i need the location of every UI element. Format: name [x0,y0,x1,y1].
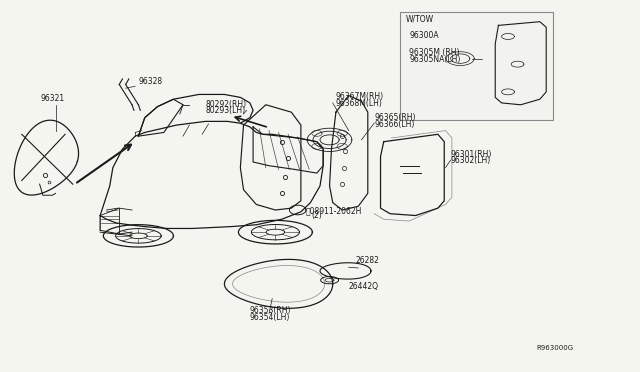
Text: 96300A: 96300A [409,31,439,40]
Text: 96367M(RH): 96367M(RH) [336,92,384,101]
Text: 96301(RH): 96301(RH) [451,150,492,159]
Text: 96305M (RH): 96305M (RH) [409,48,460,57]
Text: 96305NA(LH): 96305NA(LH) [409,55,461,64]
Text: 96368M(LH): 96368M(LH) [336,99,383,108]
Text: 96353(RH): 96353(RH) [250,307,291,315]
Text: 96354(LH): 96354(LH) [250,312,291,322]
Bar [399,13,552,119]
Text: 96365(RH): 96365(RH) [374,113,415,122]
Text: (2): (2) [312,211,323,220]
Text: 96366(LH): 96366(LH) [374,120,415,129]
Text: W/TOW: W/TOW [406,15,434,24]
Text: 96328: 96328 [138,77,163,86]
Text: R963000G: R963000G [537,345,574,351]
Text: 96321: 96321 [41,94,65,103]
Text: 96302(LH): 96302(LH) [451,157,491,166]
Text: ⓝ08911-2062H: ⓝ08911-2062H [306,206,362,215]
Text: 80292(RH): 80292(RH) [205,100,246,109]
Text: 26442Q: 26442Q [349,282,379,291]
Text: 80293(LH): 80293(LH) [205,106,245,115]
Text: 26282: 26282 [355,256,379,265]
